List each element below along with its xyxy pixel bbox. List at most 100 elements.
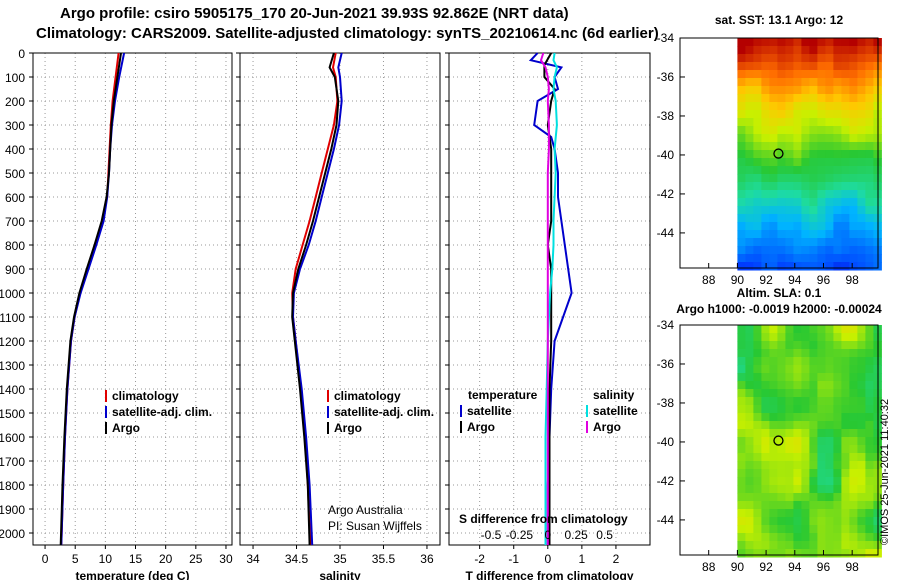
map-xtick-label: 88 xyxy=(702,560,716,574)
heatmap-cell xyxy=(817,38,826,47)
heatmap-cell xyxy=(769,86,778,95)
heatmap-cell xyxy=(745,150,754,159)
heatmap-cell xyxy=(825,102,834,111)
heatmap-cell xyxy=(801,397,810,406)
heatmap-cell xyxy=(817,413,826,422)
heatmap-cell xyxy=(841,182,850,191)
heatmap-cell xyxy=(753,38,762,47)
heatmap-cell xyxy=(865,158,874,167)
heatmap-cell xyxy=(793,469,802,478)
heatmap-cell xyxy=(833,461,842,470)
heatmap-cell xyxy=(745,166,754,175)
heatmap-cell xyxy=(857,365,866,374)
xtick-label: 34.5 xyxy=(285,552,309,566)
heatmap-cell xyxy=(857,333,866,342)
heatmap-cell xyxy=(865,461,874,470)
heatmap-cell xyxy=(737,365,746,374)
heatmap-cell xyxy=(857,469,866,478)
heatmap-cell xyxy=(865,493,874,502)
heatmap-cell xyxy=(801,533,810,542)
heatmap-cell xyxy=(761,485,770,494)
heatmap-cell xyxy=(769,222,778,231)
heatmap-cell xyxy=(801,118,810,127)
heatmap-cell xyxy=(857,509,866,518)
heatmap-cell xyxy=(849,142,858,151)
heatmap-cell xyxy=(769,429,778,438)
heatmap-cell xyxy=(785,381,794,390)
xtick-label: 20 xyxy=(159,552,173,566)
heatmap-cell xyxy=(817,341,826,350)
xtick-label: 5 xyxy=(72,552,79,566)
heatmap-cell xyxy=(753,389,762,398)
heatmap-cell xyxy=(785,222,794,231)
heatmap-cell xyxy=(825,413,834,422)
heatmap-cell xyxy=(833,413,842,422)
heatmap-cell xyxy=(737,46,746,55)
heatmap-cell xyxy=(745,54,754,63)
heatmap-cell xyxy=(801,341,810,350)
heatmap-cell xyxy=(865,381,874,390)
heatmap-cell xyxy=(777,110,786,119)
heatmap-cell xyxy=(785,126,794,135)
heatmap-cell xyxy=(825,134,834,143)
heatmap-cell xyxy=(809,230,818,239)
heatmap-cell xyxy=(785,38,794,47)
heatmap-cell xyxy=(841,70,850,79)
heatmap-cell xyxy=(801,62,810,71)
heatmap-cell xyxy=(769,477,778,486)
heatmap-cell xyxy=(737,110,746,119)
ytick-label: 500 xyxy=(5,167,25,181)
heatmap-cell xyxy=(753,214,762,223)
heatmap-cell xyxy=(737,126,746,135)
heatmap-cell xyxy=(785,493,794,502)
heatmap-cell xyxy=(809,549,818,558)
heatmap-cell xyxy=(793,238,802,247)
map-frame xyxy=(679,37,879,269)
heatmap-cell xyxy=(865,517,874,526)
heatmap-cell xyxy=(825,405,834,414)
sst-map-field xyxy=(737,38,882,271)
difference-panel: -2 -1 0 1 2 temperature satellite Argo salinity s… xyxy=(445,52,651,580)
heatmap-cell xyxy=(849,110,858,119)
heatmap-cell xyxy=(737,493,746,502)
heatmap-cell xyxy=(785,134,794,143)
ytick-label: 900 xyxy=(5,263,25,277)
heatmap-cell xyxy=(769,445,778,454)
heatmap-cell xyxy=(849,246,858,255)
heatmap-cell xyxy=(761,214,770,223)
heatmap-cell xyxy=(825,357,834,366)
heatmap-cell xyxy=(849,429,858,438)
heatmap-cell xyxy=(761,333,770,342)
heatmap-cell xyxy=(841,214,850,223)
heatmap-cell xyxy=(849,341,858,350)
heatmap-cell xyxy=(809,238,818,247)
heatmap-cell xyxy=(785,238,794,247)
heatmap-cell xyxy=(849,222,858,231)
heatmap-cell xyxy=(849,445,858,454)
heatmap-cell xyxy=(825,389,834,398)
heatmap-cell xyxy=(809,437,818,446)
figure-title-line1: Argo profile: csiro 5905175_170 20-Jun-2… xyxy=(60,5,569,22)
legend-label: climatology xyxy=(112,389,179,403)
heatmap-cell xyxy=(737,214,746,223)
heatmap-cell xyxy=(849,501,858,510)
heatmap-cell xyxy=(849,461,858,470)
heatmap-cell xyxy=(761,86,770,95)
heatmap-cell xyxy=(865,102,874,111)
heatmap-cell xyxy=(857,78,866,87)
heatmap-cell xyxy=(777,325,786,334)
heatmap-cell xyxy=(857,38,866,47)
heatmap-cell xyxy=(841,445,850,454)
heatmap-cell xyxy=(849,102,858,111)
heatmap-cell xyxy=(833,437,842,446)
heatmap-cell xyxy=(857,477,866,486)
heatmap-cell xyxy=(769,46,778,55)
heatmap-cell xyxy=(825,533,834,542)
legend-label: Argo xyxy=(334,421,362,435)
heatmap-cell xyxy=(745,198,754,207)
heatmap-cell xyxy=(865,94,874,103)
heatmap-cell xyxy=(761,517,770,526)
heatmap-cell xyxy=(753,166,762,175)
heatmap-cell xyxy=(833,453,842,462)
heatmap-cell xyxy=(801,110,810,119)
